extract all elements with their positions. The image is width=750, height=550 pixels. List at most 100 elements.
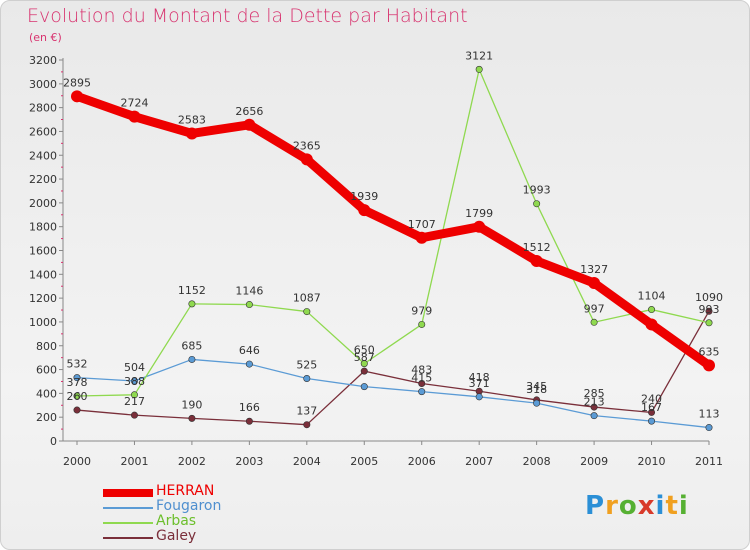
legend-item: Arbas (103, 513, 303, 530)
data-point-arbas (360, 360, 368, 368)
data-label: 371 (469, 377, 490, 390)
x-tick-label: 2010 (638, 455, 666, 468)
data-label: 1152 (178, 284, 206, 297)
data-point-fougaron (73, 374, 81, 382)
data-point-fougaron (475, 393, 483, 401)
data-point-galey (705, 307, 713, 315)
data-label: 378 (67, 376, 88, 389)
data-point-arbas (245, 301, 253, 309)
legend-swatch (103, 489, 153, 497)
data-point-herran (71, 90, 83, 103)
data-label: 2895 (63, 76, 91, 89)
data-label: 166 (239, 401, 260, 414)
data-label: 167 (641, 401, 662, 414)
x-tick-label: 2003 (235, 455, 263, 468)
data-label: 113 (699, 408, 720, 421)
data-point-fougaron (188, 355, 196, 363)
legend-swatch (103, 522, 153, 524)
data-point-galey (130, 411, 138, 419)
data-label: 979 (411, 304, 432, 317)
y-tick-label: 3200 (29, 54, 57, 67)
x-tick-label: 2005 (350, 455, 378, 468)
data-point-herran (703, 359, 715, 372)
y-tick-label: 600 (36, 364, 57, 377)
data-label: 997 (584, 302, 605, 315)
data-label: 345 (526, 380, 547, 393)
data-point-galey (303, 421, 311, 429)
data-point-fougaron (360, 383, 368, 391)
data-point-herran (415, 231, 428, 244)
x-tick-label: 2007 (465, 455, 493, 468)
series-line-fougaron (76, 358, 710, 429)
legend-swatch (103, 507, 153, 509)
legend-swatch (103, 537, 153, 539)
data-label: 1104 (638, 290, 666, 303)
logo-letter: t (665, 491, 679, 521)
data-label: 1087 (293, 292, 321, 305)
data-label: 650 (354, 344, 375, 357)
y-tick-label: 2800 (29, 102, 57, 115)
data-point-herran (645, 318, 658, 331)
data-point-arbas (303, 308, 311, 316)
data-point-galey (418, 379, 426, 387)
y-tick-label: 2600 (29, 125, 57, 138)
data-point-fougaron (130, 377, 138, 385)
data-point-arbas (418, 320, 426, 328)
data-point-arbas (130, 391, 138, 399)
data-label: 525 (296, 358, 317, 371)
x-tick-label: 2011 (695, 455, 723, 468)
data-point-herran (185, 127, 198, 140)
data-point-galey (648, 408, 656, 416)
data-label: 504 (124, 361, 145, 374)
data-label: 646 (239, 344, 260, 357)
data-label: 1707 (408, 218, 436, 231)
data-label: 217 (124, 395, 145, 408)
data-point-arbas (188, 300, 196, 308)
data-label: 2365 (293, 139, 321, 152)
series-line-arbas (76, 68, 710, 397)
data-point-fougaron (533, 399, 541, 407)
data-label: 685 (181, 339, 202, 352)
x-tick-label: 2002 (178, 455, 206, 468)
logo-letter: r (605, 491, 619, 521)
y-tick-label: 2000 (29, 197, 57, 210)
data-label: 2583 (178, 113, 206, 126)
data-label: 3121 (465, 49, 493, 62)
y-tick-label: 0 (50, 435, 57, 448)
data-label: 1799 (465, 207, 493, 220)
x-tick-label: 2006 (408, 455, 436, 468)
data-point-herran (358, 204, 371, 217)
data-point-galey (188, 414, 196, 422)
data-label: 285 (584, 387, 605, 400)
data-label: 240 (641, 392, 662, 405)
data-label: 418 (469, 371, 490, 384)
data-point-fougaron (303, 374, 311, 382)
legend-label: Arbas (156, 513, 197, 529)
data-label: 1993 (523, 184, 551, 197)
chart-subtitle: (en €) (29, 31, 62, 44)
data-label: 260 (67, 390, 88, 403)
chart-title: Evolution du Montant de la Dette par Hab… (27, 5, 468, 27)
x-tick-label: 2000 (63, 455, 91, 468)
logo-letter: P (585, 491, 606, 521)
data-label: 993 (699, 303, 720, 316)
logo-letter: x (637, 491, 656, 521)
y-tick-label: 1400 (29, 268, 57, 281)
data-point-fougaron (245, 360, 253, 368)
data-label: 1327 (580, 263, 608, 276)
logo-letter: i (655, 491, 666, 521)
data-label: 137 (296, 405, 317, 418)
data-point-galey (360, 367, 368, 375)
data-label: 1939 (350, 190, 378, 203)
x-tick-label: 2001 (120, 455, 148, 468)
logo-letter: o (618, 491, 638, 521)
data-label: 532 (67, 358, 88, 371)
data-point-herran (473, 220, 486, 233)
data-point-herran (128, 110, 141, 123)
data-point-arbas (73, 392, 81, 400)
data-point-fougaron (705, 424, 713, 432)
data-point-herran (588, 277, 601, 290)
legend-label: Galey (156, 528, 197, 544)
x-tick-label: 2004 (293, 455, 321, 468)
